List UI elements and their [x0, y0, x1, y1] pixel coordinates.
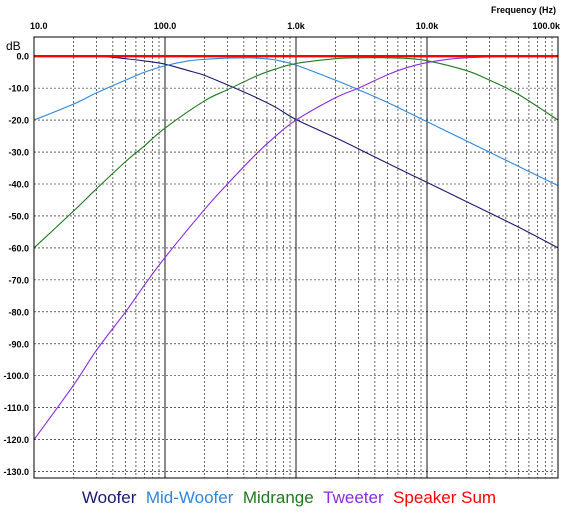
- series-line-woofer: [33, 55, 559, 249]
- x-tick-label: 10.0k: [416, 21, 440, 31]
- y-tick-labels: 0.0 -10.0 -20.0 -30.0 -40.0 -50.0 -60.0 -70.0 -8…: [3, 52, 29, 477]
- y-tick-label: -70.0: [8, 275, 29, 285]
- y-tick-label: -50.0: [8, 211, 29, 221]
- legend-entry-woofer: Woofer: [82, 488, 137, 507]
- y-tick-label: -20.0: [8, 116, 29, 126]
- series-line-midrange: [33, 57, 559, 249]
- x-tick-labels: 10.0 100.0 1.0k 10.0k 100.0k: [30, 21, 561, 31]
- x-tick-label: 100.0k: [532, 21, 561, 31]
- y-tick-label: -80.0: [8, 307, 29, 317]
- plot-frame: [33, 36, 559, 479]
- y-tick-label: -40.0: [8, 180, 29, 190]
- x-tick-label: 1.0k: [287, 21, 306, 31]
- y-tick-label: -130.0: [3, 467, 29, 477]
- series-line-mid-woofer: [33, 57, 559, 187]
- y-tick-label: -30.0: [8, 148, 29, 158]
- legend-row: Woofer Mid-Woofer Midrange Tweeter Speak…: [82, 488, 496, 507]
- y-tick-label: -100.0: [3, 371, 29, 381]
- y-tick-label: 0.0: [16, 52, 29, 62]
- series-lines: [33, 54, 559, 440]
- legend-entry-midrange: Midrange: [233, 488, 313, 507]
- series-line-tweeter: [33, 55, 506, 440]
- x-axis-title: Frequency (Hz): [491, 5, 556, 15]
- y-tick-label: -90.0: [8, 339, 29, 349]
- y-tick-label: -60.0: [8, 243, 29, 253]
- y-axis-title: dB: [6, 39, 21, 53]
- legend-entry-mid-woofer: Mid-Woofer: [136, 488, 233, 507]
- grid-lines: [33, 37, 558, 478]
- legend: Woofer Mid-Woofer Midrange Tweeter Speak…: [82, 488, 496, 507]
- y-tick-label: -110.0: [4, 403, 29, 413]
- x-tick-label: 100.0: [154, 21, 177, 31]
- legend-entry-speaker-sum: Speaker Sum: [384, 488, 496, 507]
- y-tick-label: -120.0: [3, 435, 29, 445]
- legend-entry-tweeter: Tweeter: [314, 488, 384, 507]
- y-tick-label: -10.0: [8, 84, 29, 94]
- x-tick-label: 10.0: [30, 21, 48, 31]
